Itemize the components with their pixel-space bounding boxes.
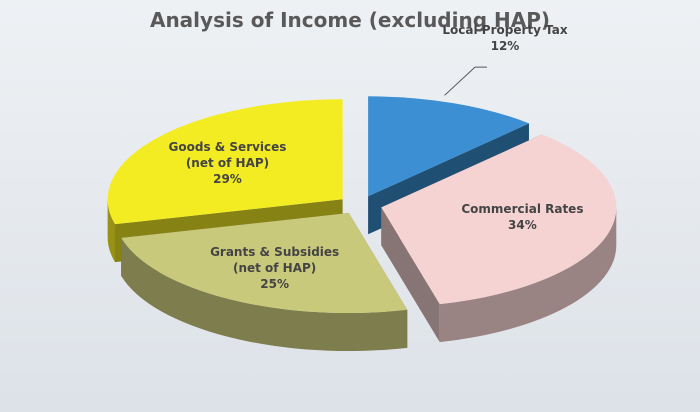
leader-line bbox=[444, 66, 487, 96]
chart-title: Analysis of Income (excluding HAP) bbox=[149, 8, 551, 32]
slice-wall bbox=[121, 237, 408, 352]
slice bbox=[368, 96, 529, 197]
slice-wall bbox=[107, 199, 115, 263]
slice-label-value: 34% bbox=[508, 217, 537, 232]
slice bbox=[381, 134, 617, 305]
slice-label-value: 12% bbox=[490, 39, 520, 54]
slice-wall bbox=[439, 207, 617, 343]
slice-label-value: 25% bbox=[260, 277, 289, 292]
slice-label-name: Goods & Services (net of HAP) bbox=[168, 140, 287, 171]
slice-label-name: Local Property Tax bbox=[442, 23, 568, 38]
slice-label-value: 29% bbox=[213, 172, 242, 187]
slice bbox=[121, 213, 408, 314]
slice bbox=[107, 99, 343, 225]
slice-label-name: Grants & Subsidies (net of HAP) bbox=[210, 245, 340, 276]
slice-side bbox=[381, 207, 440, 343]
slice-label-name: Commercial Rates bbox=[461, 201, 584, 216]
